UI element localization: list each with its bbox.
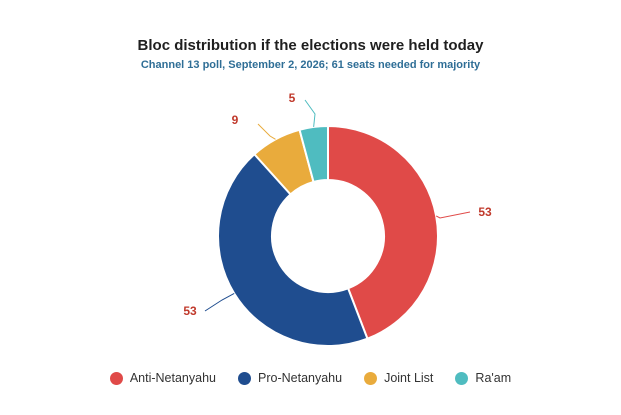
legend-swatch <box>238 371 251 385</box>
leader-line <box>257 123 276 140</box>
leader-line <box>304 99 316 127</box>
legend-item[interactable]: Joint List <box>364 371 433 385</box>
data-label: 53 <box>183 304 197 318</box>
chart-title: Bloc distribution if the elections were … <box>137 37 484 54</box>
legend-label: Ra'am <box>475 371 512 385</box>
leader-line <box>435 211 471 219</box>
data-label: 53 <box>478 205 492 219</box>
data-label: 9 <box>232 113 239 127</box>
legend-item[interactable]: Pro-Netanyahu <box>238 371 342 385</box>
leader-line <box>204 293 235 312</box>
chart-legend: Anti-Netanyahu Pro-Netanyahu Joint List Ra'… <box>0 371 621 385</box>
legend-swatch <box>455 371 469 385</box>
legend-label: Anti-Netanyahu <box>129 371 216 385</box>
legend-label: Joint List <box>384 371 434 385</box>
data-label: 5 <box>289 91 296 105</box>
legend-label: Pro-Netanyahu <box>258 371 343 385</box>
slice-anti-netanyahu[interactable] <box>327 124 439 340</box>
legend-item[interactable]: Anti-Netanyahu <box>109 371 216 385</box>
legend-swatch <box>364 371 378 385</box>
slice-pro-netanyahu[interactable] <box>217 152 369 347</box>
legend-item[interactable]: Ra'am <box>455 371 511 385</box>
slice-ra-am[interactable] <box>298 124 329 184</box>
chart-subtitle: Channel 13 poll, September 2, 2026; 61 s… <box>140 59 481 71</box>
legend-swatch <box>109 371 123 385</box>
